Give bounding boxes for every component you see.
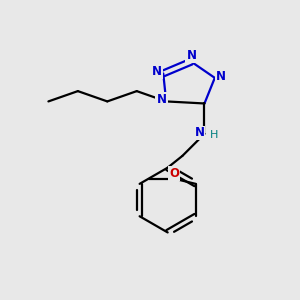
Text: N: N [195, 126, 205, 139]
Text: N: N [157, 93, 166, 106]
Text: N: N [187, 49, 196, 62]
Text: O: O [169, 167, 179, 180]
Text: H: H [210, 130, 219, 140]
Text: N: N [152, 65, 162, 78]
Text: N: N [216, 70, 226, 83]
